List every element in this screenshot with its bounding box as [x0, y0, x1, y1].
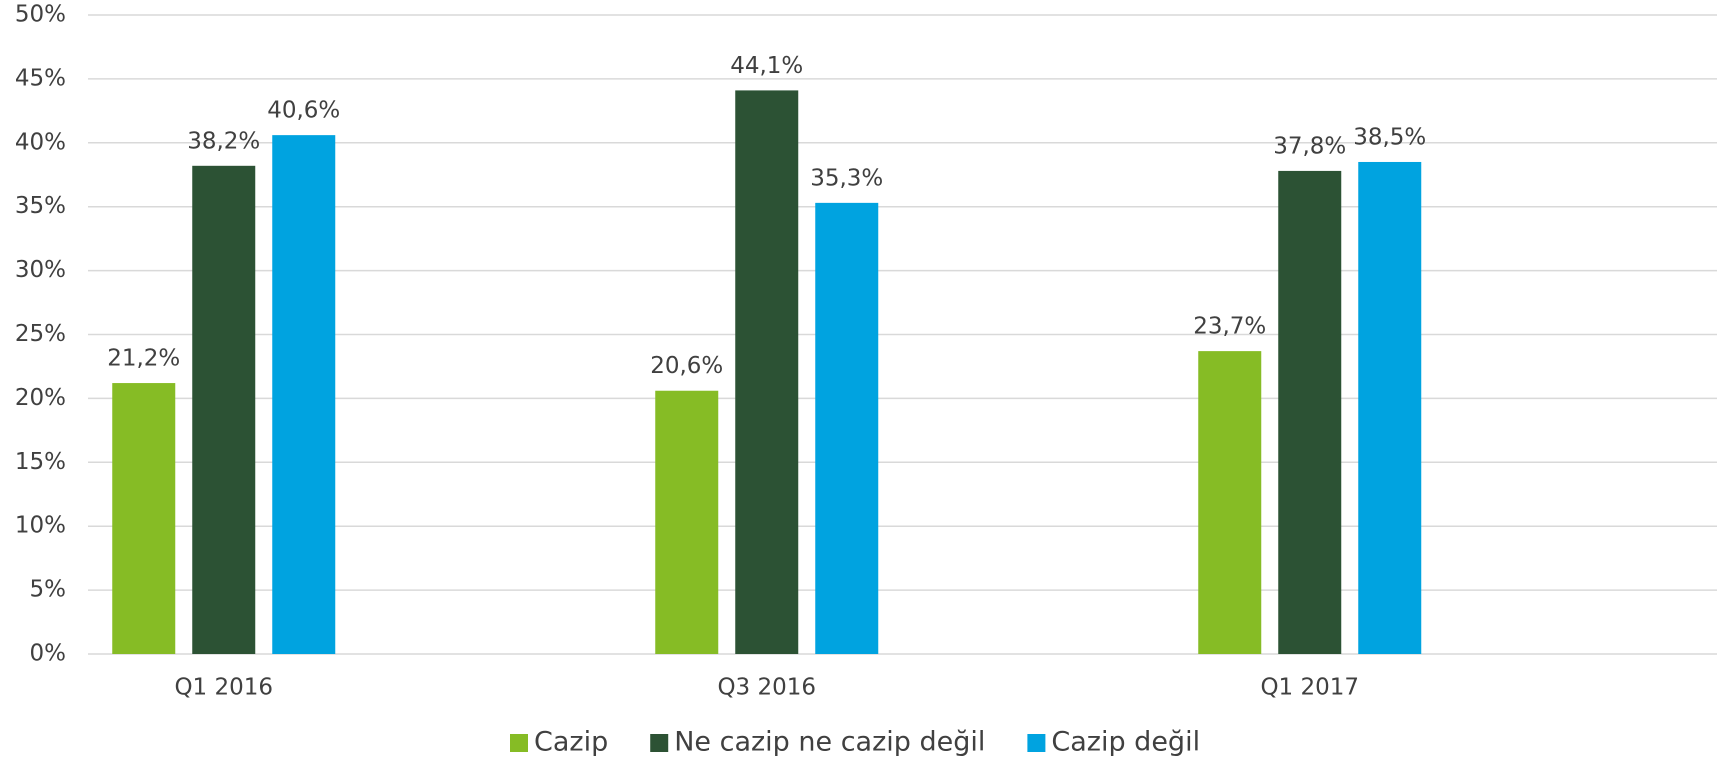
legend-swatch [1027, 734, 1046, 752]
value-label: 44,1% [730, 53, 803, 79]
bar [192, 165, 256, 654]
x-tick-label: Q3 2016 [717, 675, 816, 701]
legend-swatch [650, 734, 669, 752]
y-tick-label: 50% [15, 2, 66, 28]
y-tick-label: 45% [15, 65, 66, 91]
bar [1198, 351, 1262, 654]
y-tick-label: 0% [30, 641, 67, 667]
y-tick-label: 30% [15, 257, 66, 283]
value-label: 35,3% [810, 165, 883, 191]
legend-label: Cazip [534, 727, 608, 758]
x-tick-label: Q1 2017 [1260, 675, 1359, 701]
x-tick-label: Q1 2016 [174, 675, 273, 701]
y-tick-label: 15% [15, 449, 66, 475]
value-label: 21,2% [107, 346, 180, 372]
legend-label: Ne cazip ne cazip değil [674, 727, 985, 758]
bar [272, 135, 336, 654]
bar [655, 390, 719, 654]
legend-label: Cazip değil [1051, 727, 1200, 758]
legend-swatch [510, 734, 528, 752]
value-label: 40,6% [267, 98, 340, 124]
value-label: 23,7% [1193, 314, 1266, 340]
bar [1278, 170, 1342, 654]
y-tick-label: 35% [15, 193, 66, 219]
value-label: 38,5% [1353, 124, 1426, 150]
y-tick-label: 5% [30, 577, 67, 603]
value-label: 20,6% [650, 353, 723, 379]
value-label: 37,8% [1273, 133, 1346, 159]
y-tick-label: 40% [15, 129, 66, 155]
bar [815, 202, 879, 654]
y-tick-label: 25% [15, 321, 66, 347]
bar [112, 383, 176, 654]
value-label: 38,2% [187, 128, 260, 154]
bar [735, 90, 799, 655]
y-tick-label: 20% [15, 385, 66, 411]
bar [1358, 161, 1422, 654]
y-tick-label: 10% [15, 513, 66, 539]
